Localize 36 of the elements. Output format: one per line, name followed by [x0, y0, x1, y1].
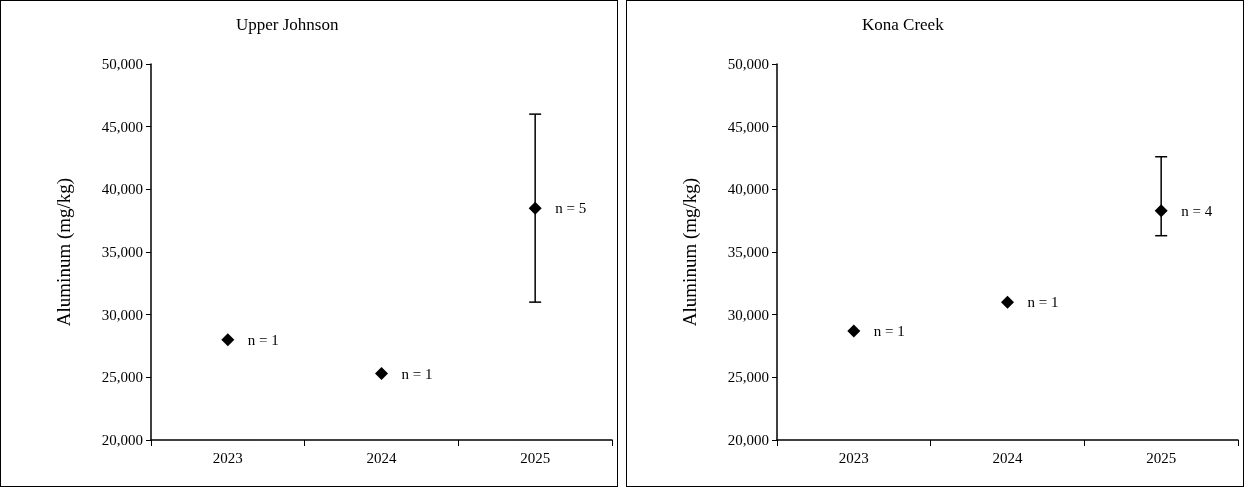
y-tick-label: 50,000	[101, 56, 143, 72]
chart-title: Upper Johnson	[236, 15, 339, 34]
y-tick-label: 50,000	[727, 56, 769, 72]
point	[221, 333, 235, 347]
point	[375, 367, 388, 381]
x-tick-label: 2024	[992, 449, 1023, 466]
point	[528, 201, 542, 215]
y-axis-title: Aluminum (mg/kg)	[679, 177, 701, 327]
point	[1001, 295, 1014, 309]
y-tick-label: 40,000	[727, 181, 769, 198]
y-tick-label: 20,000	[101, 432, 143, 448]
x-tick-label: 2023	[838, 449, 869, 466]
annotation: n = 1	[1027, 294, 1059, 311]
y-tick-label: 35,000	[101, 244, 143, 260]
annotation: n = 1	[401, 365, 433, 382]
y-axis-title: Aluminum (mg/kg)	[53, 177, 75, 327]
y-tick-label: 45,000	[101, 118, 143, 135]
x-tick-label: 2023	[212, 449, 243, 466]
annotation: n = 1	[873, 322, 905, 339]
y-tick-label: 25,000	[727, 369, 769, 386]
point	[1154, 204, 1168, 218]
point	[847, 324, 861, 338]
y-tick-label: 45,000	[727, 118, 769, 135]
y-tick-label: 35,000	[727, 244, 769, 260]
y-tick-label: 30,000	[727, 306, 769, 323]
annotation: n = 4	[1181, 202, 1213, 219]
y-tick-label: 40,000	[101, 181, 143, 198]
y-tick-label: 25,000	[101, 369, 143, 386]
annotation: n = 5	[555, 200, 587, 217]
x-tick-label: 2025	[520, 449, 551, 466]
y-tick-label: 20,000	[727, 432, 769, 448]
x-tick-label: 2025	[1146, 449, 1177, 466]
chart-title: Kona Creek	[862, 15, 945, 34]
y-tick-label: 30,000	[101, 306, 143, 323]
x-tick-label: 2024	[366, 449, 397, 466]
annotation: n = 1	[247, 331, 279, 348]
